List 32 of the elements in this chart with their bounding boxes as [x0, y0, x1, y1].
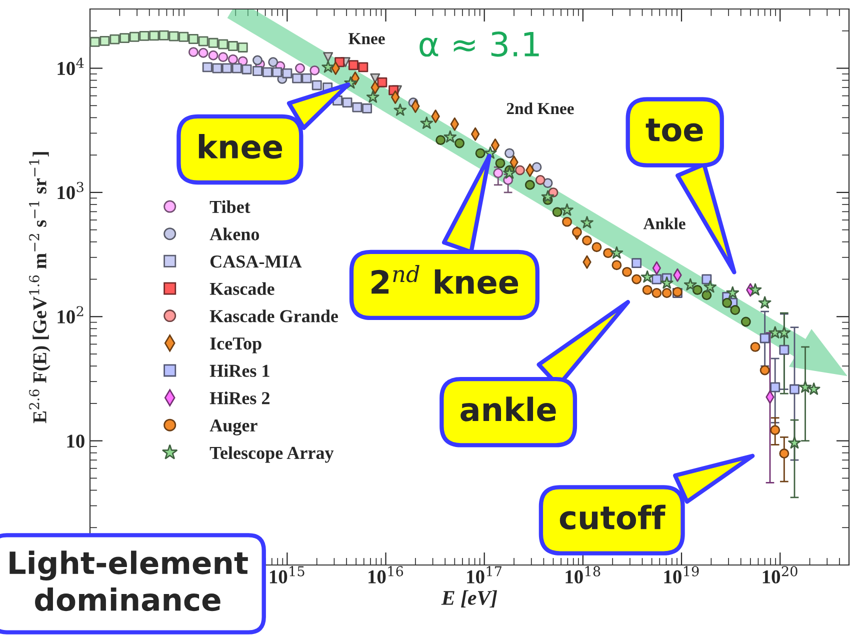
x-tick-label: 10$^{17}$ — [467, 566, 502, 584]
x-tick-label: 10$^{20}$ — [762, 566, 798, 584]
annotation: Ankle — [643, 218, 686, 230]
annotation: knee — [198, 134, 282, 159]
y-tick-label: 10$^{2}$ — [58, 306, 84, 324]
annotation: 2nd Knee — [506, 102, 574, 114]
annotation: α ≈ 3.1 — [420, 32, 539, 57]
annotation: cutoff — [560, 504, 666, 530]
annotation: toe — [646, 118, 703, 142]
annotation: Light-element dominance — [10, 550, 248, 612]
x-axis-title: E [eV] — [441, 590, 498, 608]
x-tick-label: 10$^{16}$ — [368, 566, 404, 584]
legend-label: Auger — [210, 419, 258, 436]
legend-label: Kascade Grande — [210, 310, 338, 322]
y-tick-label: 10 — [67, 434, 84, 448]
legend-label: Tibet — [210, 200, 250, 214]
legend-label: Telescope Array — [210, 446, 334, 463]
legend-label: Akeno — [210, 228, 260, 240]
legend-label: HiRes 2 — [210, 392, 270, 404]
annotation: ankle — [460, 396, 556, 422]
x-tick-label: 10$^{19}$ — [664, 566, 699, 584]
text: E$^{2.6}$ F(E) [GeV$^{1.6}$ m$^{−2}$ s$^{−1}$ sr$^{−1}$] — [29, 152, 50, 424]
annotation: 2$^{nd}$ knee — [372, 264, 518, 294]
legend-label: IceTop — [210, 338, 262, 354]
legend-label: HiRes 1 — [210, 364, 270, 377]
annotation: Knee — [348, 33, 385, 44]
legend-label: Kascade — [210, 282, 274, 295]
x-tick-label: 10$^{15}$ — [270, 566, 304, 584]
legend-label: CASA-MIA — [210, 256, 302, 268]
x-tick-label: 10$^{18}$ — [566, 566, 600, 584]
y-tick-label: 10$^{3}$ — [58, 182, 84, 200]
y-tick-label: 10$^{4}$ — [58, 58, 84, 76]
